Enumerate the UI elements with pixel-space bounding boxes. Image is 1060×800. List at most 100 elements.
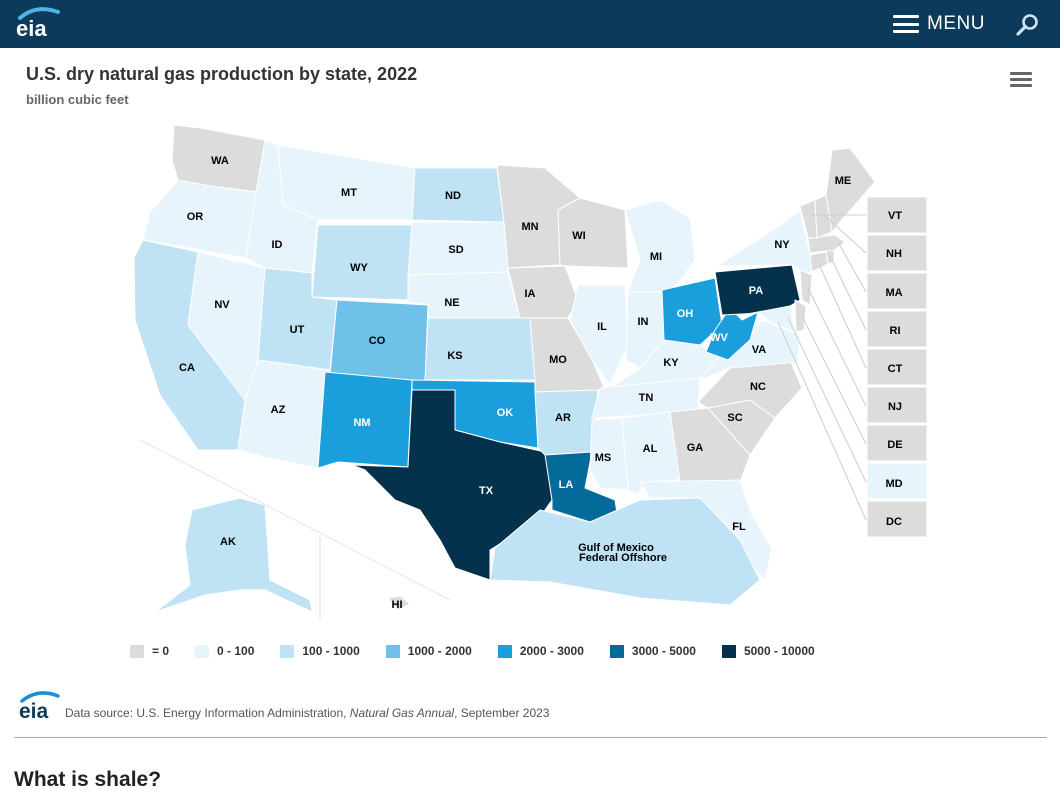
legend-item[interactable]: 5000 - 10000	[721, 644, 815, 658]
section-heading: What is shale?	[14, 768, 162, 791]
state-IL[interactable]	[569, 284, 629, 386]
state-WI[interactable]	[557, 197, 629, 269]
legend-item[interactable]: 100 - 1000	[280, 644, 360, 658]
label-RI: RI	[890, 325, 901, 337]
label-IN: IN	[638, 316, 649, 328]
label-AR: AR	[555, 412, 571, 424]
label-NC: NC	[750, 381, 766, 393]
label-TN: TN	[639, 392, 654, 404]
state-MI[interactable]	[624, 199, 696, 293]
label-GA: GA	[687, 442, 704, 454]
state-box-MA[interactable]	[866, 272, 928, 310]
label-CT: CT	[888, 363, 903, 375]
label-VT: VT	[888, 210, 902, 222]
state-CT[interactable]	[809, 251, 829, 273]
choropleth-map: WA OR CA NV ID MT WY UT AZ CO NM ND SD N…	[133, 124, 928, 620]
state-MS[interactable]	[589, 417, 629, 491]
state-DE[interactable]	[794, 299, 807, 333]
label-KY: KY	[663, 357, 679, 369]
label-MS: MS	[595, 452, 612, 464]
label-SC: SC	[727, 412, 742, 424]
label-AZ: AZ	[271, 404, 286, 416]
legend-label: 5000 - 10000	[743, 644, 815, 658]
label-DC: DC	[886, 516, 902, 528]
label-KS: KS	[447, 350, 462, 362]
label-FL: FL	[732, 521, 746, 533]
top-navigation-bar: eia MENU	[0, 0, 1060, 48]
label-OR: OR	[187, 211, 204, 223]
legend-label: 0 - 100	[217, 644, 255, 658]
legend-swatch	[497, 644, 512, 658]
label-IA: IA	[525, 288, 536, 300]
legend-swatch	[721, 644, 736, 658]
legend-swatch	[609, 644, 624, 658]
label-ME: ME	[835, 175, 852, 187]
legend-item[interactable]: 3000 - 5000	[609, 644, 696, 658]
state-box-CT[interactable]	[866, 348, 928, 386]
label-MO: MO	[549, 354, 567, 366]
label-MI: MI	[650, 251, 662, 263]
legend: = 0 0 - 100 100 - 1000 1000 - 2000 2000 …	[130, 642, 815, 660]
legend-label: 2000 - 3000	[519, 644, 584, 658]
search-icon[interactable]	[1014, 12, 1040, 38]
chart-context-menu-icon[interactable]	[1010, 72, 1032, 92]
state-MA[interactable]	[807, 234, 846, 254]
label-MN: MN	[521, 221, 538, 233]
legend-label: 1000 - 2000	[407, 644, 472, 658]
legend-item[interactable]: 2000 - 3000	[497, 644, 584, 658]
state-IA[interactable]	[507, 265, 579, 319]
state-ME[interactable]	[825, 147, 876, 233]
state-NM[interactable]	[317, 371, 413, 469]
divider	[14, 737, 1047, 738]
state-Gulf of Mexico Federal Offshore[interactable]	[489, 497, 761, 606]
legend-swatch	[130, 644, 144, 658]
state-HI[interactable]	[387, 595, 411, 611]
label-NH: NH	[886, 248, 902, 260]
source-suffix: , September 2023	[454, 706, 550, 720]
label-HI: HI	[392, 599, 403, 611]
menu-button[interactable]: MENU	[893, 10, 985, 38]
label-WA: WA	[211, 155, 229, 167]
label-OK: OK	[497, 407, 514, 419]
label-OH: OH	[677, 308, 694, 320]
legend-item[interactable]: 0 - 100	[195, 644, 254, 658]
state-box-MD[interactable]	[866, 462, 928, 500]
data-source: Data source: U.S. Energy Information Adm…	[65, 706, 549, 720]
state-KS[interactable]	[424, 317, 536, 381]
state-MT[interactable]	[277, 144, 416, 221]
state-AK[interactable]	[154, 497, 313, 613]
label-AK: AK	[220, 536, 236, 548]
label-SD: SD	[448, 244, 463, 256]
state-NY[interactable]	[715, 209, 815, 275]
state-box-NH[interactable]	[866, 234, 928, 272]
legend-item[interactable]: = 0	[130, 644, 169, 658]
state-box-NJ[interactable]	[866, 386, 928, 424]
label-MD: MD	[885, 478, 902, 490]
label-TX: TX	[479, 485, 494, 497]
state-box-RI[interactable]	[866, 310, 928, 348]
legend-swatch	[280, 644, 295, 658]
legend-label: 3000 - 5000	[631, 644, 696, 658]
menu-label: MENU	[927, 13, 985, 34]
state-GA[interactable]	[669, 407, 751, 483]
state-box-DE[interactable]	[866, 424, 928, 462]
label-NM: NM	[353, 417, 370, 429]
label-CO: CO	[369, 335, 386, 347]
label-PA: PA	[749, 285, 764, 297]
eia-footer-logo[interactable]: eia	[18, 690, 62, 722]
label-NY: NY	[774, 239, 790, 251]
label-WI: WI	[572, 230, 585, 242]
label-NJ: NJ	[888, 401, 902, 413]
eia-logo[interactable]: eia	[14, 6, 62, 42]
state-box-DC[interactable]	[866, 500, 928, 538]
state-box-VT[interactable]	[866, 196, 928, 234]
chart-subtitle: billion cubic feet	[26, 92, 129, 107]
svg-text:eia: eia	[19, 700, 49, 722]
label-WY: WY	[350, 262, 368, 274]
state-NJ[interactable]	[799, 269, 813, 306]
legend-label: = 0	[152, 644, 170, 658]
legend-item[interactable]: 1000 - 2000	[385, 644, 472, 658]
state-MD[interactable]	[741, 305, 796, 333]
label-MT: MT	[341, 187, 357, 199]
label-CA: CA	[179, 362, 195, 374]
